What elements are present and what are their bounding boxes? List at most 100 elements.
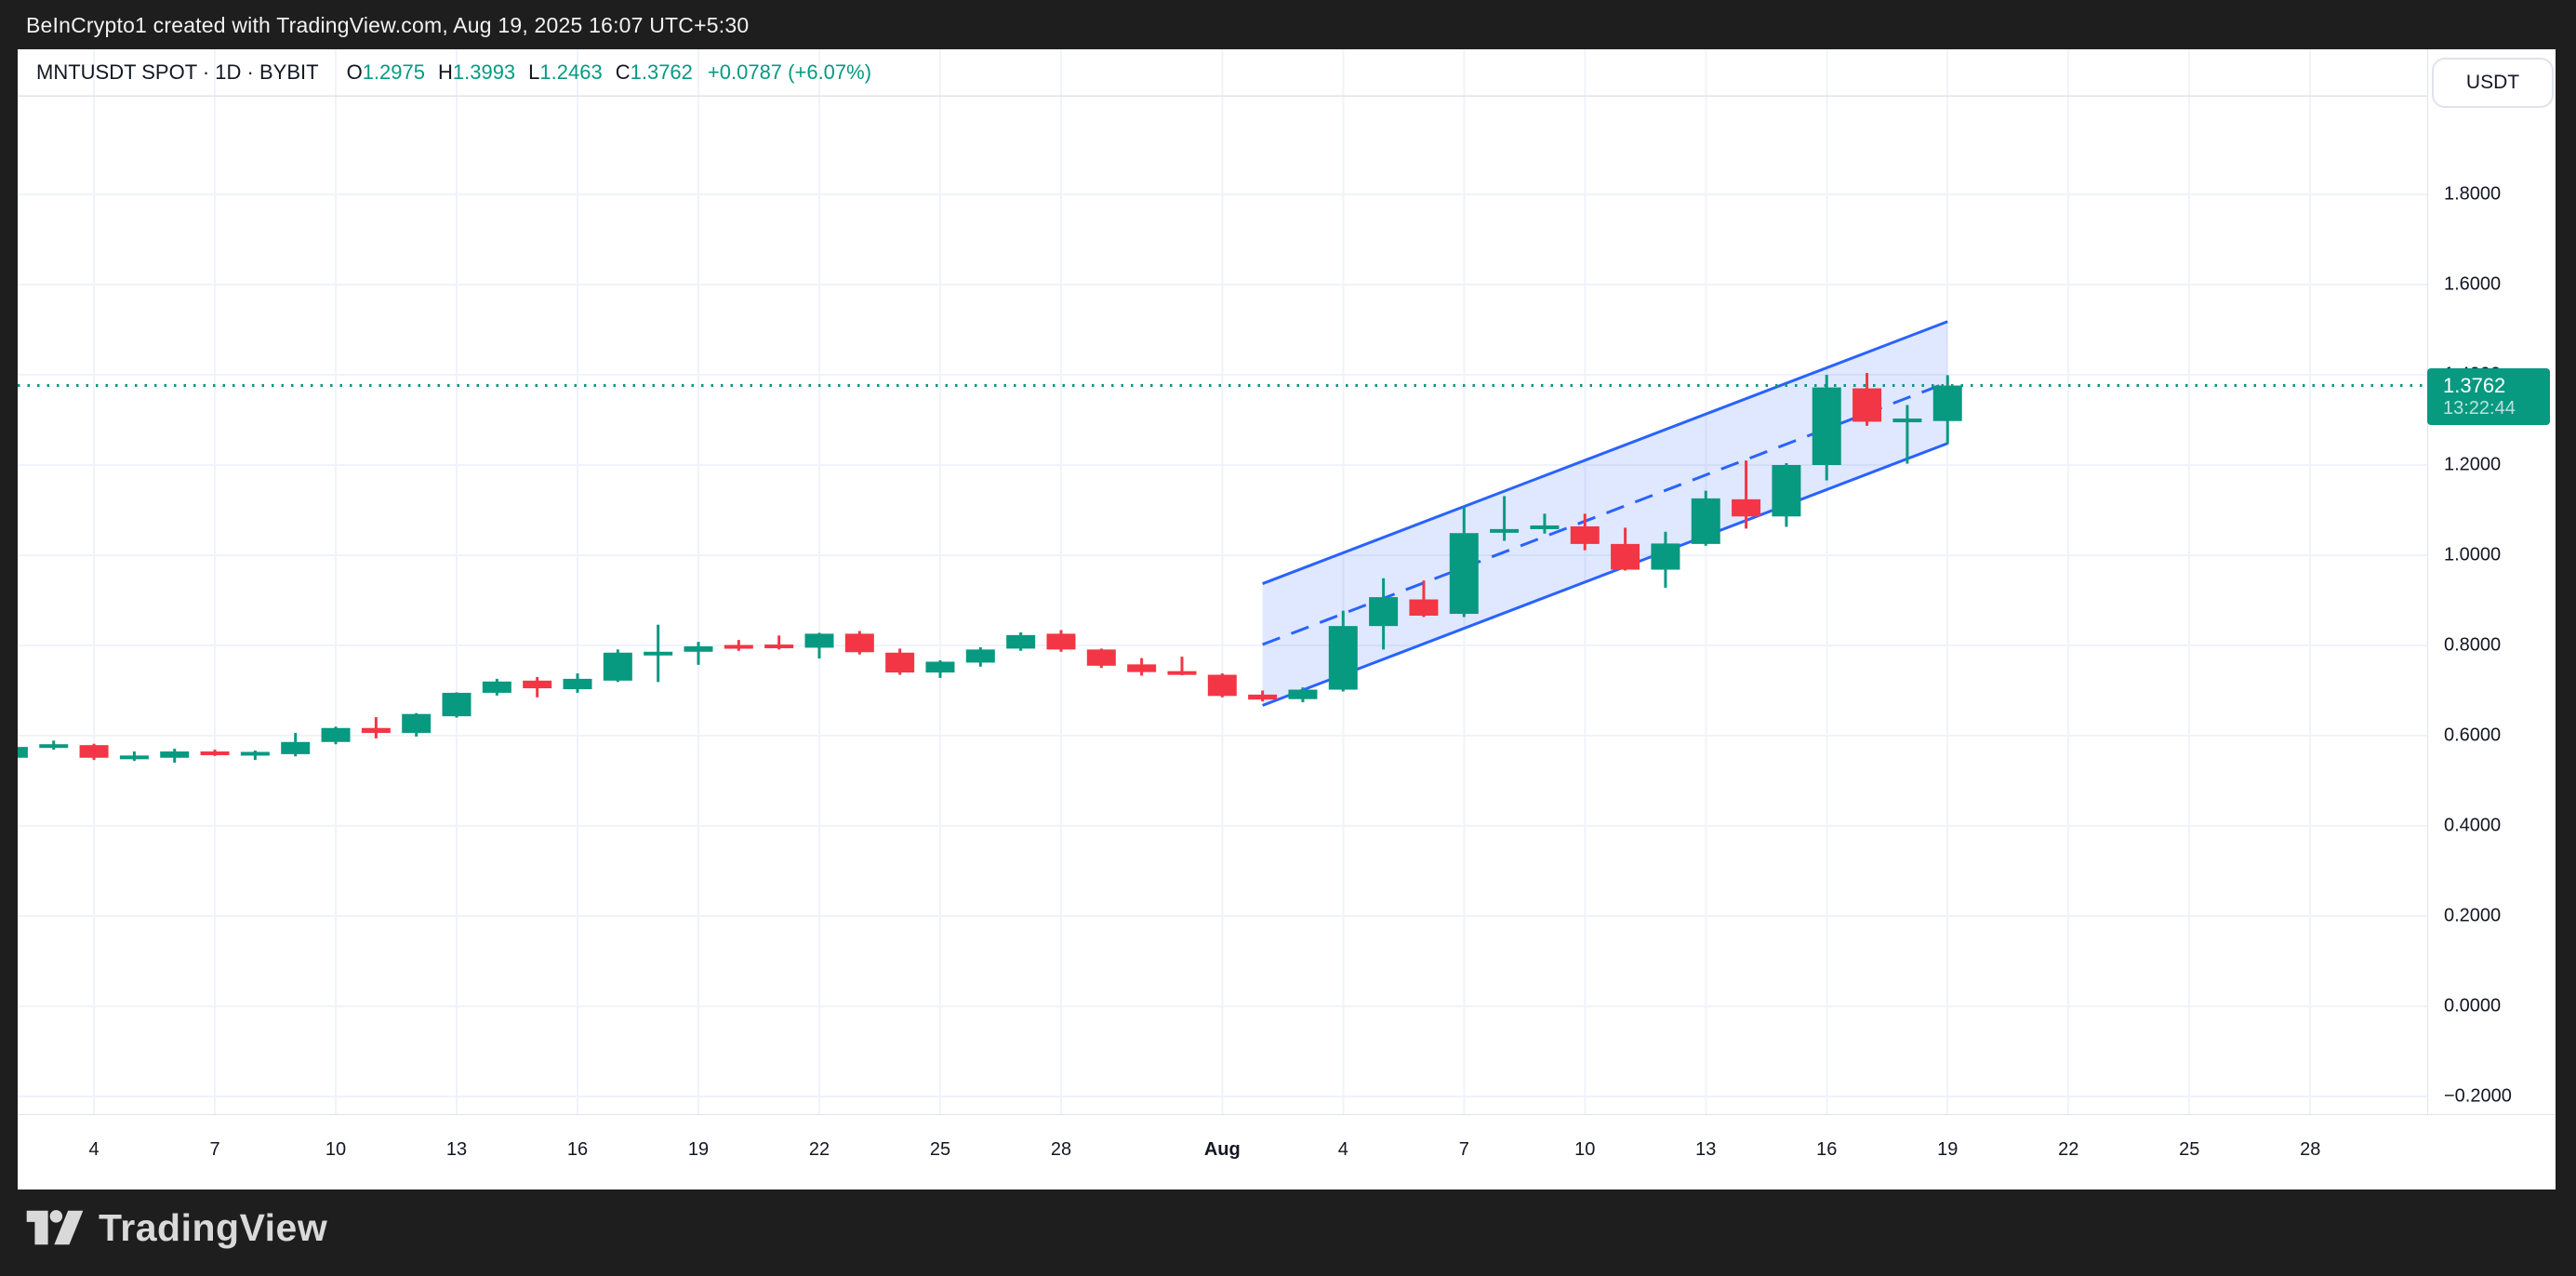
candle-jul-3[interactable] — [39, 740, 69, 751]
candle-aug-10[interactable] — [1570, 513, 1600, 551]
candle-body — [482, 681, 511, 693]
candle-body — [644, 651, 673, 656]
candle-aug-9[interactable] — [1530, 513, 1560, 534]
candle-jul-23[interactable] — [844, 631, 874, 655]
candle-body — [1127, 664, 1157, 672]
price-axis-label: 1.0000 — [2444, 544, 2502, 565]
candle-body — [1167, 671, 1197, 675]
trend-channel-upper-line[interactable] — [1262, 320, 1948, 585]
candle-body — [1530, 525, 1560, 529]
candle-jul-18[interactable] — [644, 624, 673, 683]
chart-legend: MNTUSDT SPOT · 1D · BYBIT O 1.2975 H 1.399… — [36, 49, 871, 96]
candle-aug-2[interactable] — [1248, 690, 1278, 702]
candle-jul-12[interactable] — [402, 712, 432, 737]
candle-body — [240, 751, 270, 756]
tradingview-logo-text: TradingView — [99, 1205, 328, 1249]
price-axis-label: 0.2000 — [2444, 905, 2502, 926]
candle-body — [804, 633, 834, 648]
candle-jul-2[interactable] — [18, 746, 28, 760]
candle-jul-5[interactable] — [119, 751, 149, 762]
candle-jul-27[interactable] — [1006, 631, 1036, 651]
candle-jul-13[interactable] — [442, 692, 471, 718]
candle-jul-15[interactable] — [523, 676, 552, 698]
time-axis[interactable]: 4 7 10 13 16 19 22 25 28 Aug 4 7 10 13 16 19 22 25 28 — [18, 1114, 2556, 1190]
tradingview-logo[interactable]: TradingView — [26, 1202, 327, 1254]
candle-aug-6[interactable] — [1409, 580, 1439, 618]
candle-body — [603, 652, 632, 681]
candle-jul-31[interactable] — [1167, 657, 1197, 676]
candle-body — [18, 747, 28, 758]
candle-body — [844, 633, 874, 653]
change-value: +0.0787 (+6.07%) — [707, 60, 872, 84]
candle-jul-8[interactable] — [240, 751, 270, 761]
candlestick-plot[interactable] — [18, 49, 2427, 1114]
candle-jul-29[interactable] — [1086, 648, 1116, 669]
candle-body — [1449, 533, 1479, 615]
candle-body — [724, 645, 753, 649]
candle-body — [79, 745, 109, 758]
candle-body — [361, 727, 391, 734]
candle-body — [1409, 599, 1439, 616]
candle-jul-9[interactable] — [281, 733, 311, 757]
candle-jul-25[interactable] — [925, 660, 955, 678]
candle-aug-3[interactable] — [1288, 687, 1318, 703]
candle-body — [1932, 385, 1962, 421]
candle-jul-17[interactable] — [603, 649, 632, 683]
candle-jul-30[interactable] — [1127, 658, 1157, 676]
currency-toggle-button[interactable]: USDT — [2432, 58, 2554, 108]
trend-channel-lower-line[interactable] — [1262, 442, 1948, 707]
candle-body — [1691, 498, 1720, 544]
time-axis-label: 10 — [325, 1139, 347, 1160]
candle-body — [1651, 543, 1680, 570]
candle-aug-1[interactable] — [1207, 673, 1237, 698]
candle-aug-14[interactable] — [1732, 460, 1761, 529]
candle-jul-20[interactable] — [724, 640, 753, 651]
time-axis-label: 10 — [1574, 1139, 1596, 1160]
candle-body — [1288, 689, 1318, 699]
attribution-text: BeInCrypto1 created with TradingView.com… — [26, 13, 750, 37]
time-axis-label: 22 — [808, 1139, 830, 1160]
candle-aug-11[interactable] — [1611, 527, 1640, 571]
candle-aug-17[interactable] — [1852, 373, 1882, 426]
candle-body — [1732, 498, 1761, 517]
candle-body — [1892, 419, 1922, 423]
candle-aug-16[interactable] — [1812, 375, 1841, 481]
candle-jul-4[interactable] — [79, 743, 109, 761]
time-axis-label: 28 — [2300, 1139, 2321, 1160]
candle-jul-22[interactable] — [804, 632, 834, 659]
close-label: C — [615, 60, 631, 84]
candle-body — [1812, 387, 1841, 465]
candle-aug-7[interactable] — [1449, 507, 1479, 618]
candle-body — [160, 751, 190, 758]
candle-body — [684, 645, 713, 652]
candle-jul-19[interactable] — [684, 642, 713, 665]
symbol-title[interactable]: MNTUSDT SPOT · 1D · BYBIT — [36, 60, 319, 84]
candle-aug-19[interactable] — [1932, 375, 1962, 445]
candle-body — [764, 645, 794, 649]
time-axis-label: 13 — [445, 1139, 468, 1160]
candle-jul-7[interactable] — [200, 750, 230, 756]
candle-jul-26[interactable] — [965, 646, 995, 667]
candle-jul-6[interactable] — [160, 749, 190, 764]
candle-body — [200, 751, 230, 755]
candle-jul-28[interactable] — [1046, 630, 1076, 652]
low-label: L — [528, 60, 540, 84]
candle-jul-16[interactable] — [563, 673, 592, 693]
candle-jul-10[interactable] — [321, 726, 351, 745]
candle-aug-12[interactable] — [1651, 531, 1680, 588]
candle-aug-8[interactable] — [1490, 496, 1520, 541]
price-axis-label: 0.0000 — [2444, 995, 2502, 1017]
candle-jul-24[interactable] — [885, 648, 915, 675]
candle-aug-15[interactable] — [1772, 463, 1801, 527]
candle-aug-4[interactable] — [1328, 610, 1358, 692]
price-axis[interactable]: 1.80001.60001.40001.20001.00000.80000.60… — [2427, 49, 2556, 1114]
candle-aug-5[interactable] — [1369, 578, 1399, 650]
candle-aug-13[interactable] — [1691, 490, 1720, 546]
price-axis-label: 0.4000 — [2444, 815, 2502, 836]
candle-jul-11[interactable] — [361, 717, 391, 738]
candle-jul-21[interactable] — [764, 635, 794, 650]
candle-aug-18[interactable] — [1892, 405, 1922, 464]
candle-jul-14[interactable] — [482, 678, 511, 696]
trend-channel-fill[interactable] — [1262, 321, 1948, 706]
